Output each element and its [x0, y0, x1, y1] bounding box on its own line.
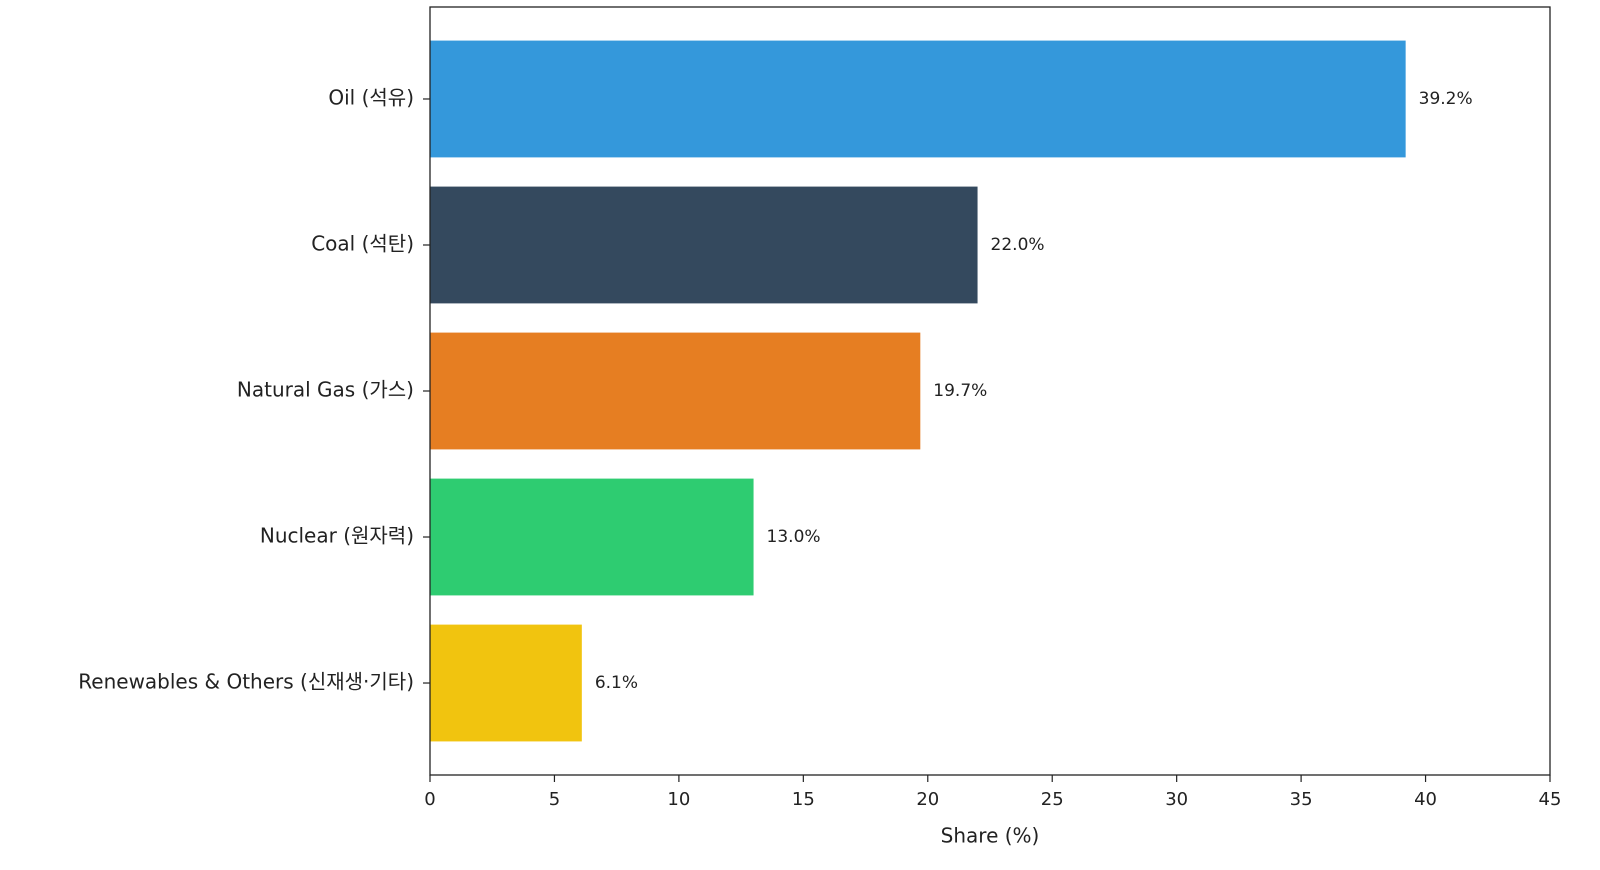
plot-frame	[429, 6, 1551, 776]
value-label: 39.2%	[1419, 89, 1473, 109]
y-tick-label: Coal (석탄)	[311, 231, 414, 255]
value-label: 22.0%	[991, 235, 1045, 255]
x-tick-label: 40	[1414, 789, 1437, 810]
bar	[430, 478, 754, 596]
value-label: 19.7%	[933, 381, 987, 401]
y-tick-label: Oil (석유)	[328, 85, 414, 109]
bar	[430, 186, 978, 304]
y-tick-label: Renewables & Others (신재생·기타)	[78, 670, 414, 694]
value-label: 6.1%	[595, 673, 638, 693]
y-tick-label: Natural Gas (가스)	[237, 378, 414, 402]
x-tick-label: 15	[792, 789, 815, 810]
x-tick-label: 20	[916, 789, 939, 810]
bar	[430, 40, 1406, 158]
x-tick-label: 10	[667, 789, 690, 810]
value-label: 13.0%	[767, 527, 821, 547]
x-tick-label: 35	[1290, 789, 1313, 810]
y-tick-label: Nuclear (원자력)	[260, 524, 414, 548]
x-tick-label: 0	[424, 789, 435, 810]
x-tick-label: 25	[1041, 789, 1064, 810]
x-tick-label: 30	[1165, 789, 1188, 810]
x-tick-label: 45	[1539, 789, 1562, 810]
bar	[430, 332, 921, 450]
x-tick-label: 5	[549, 789, 560, 810]
x-axis-label: Share (%)	[941, 824, 1040, 848]
bar	[430, 624, 582, 742]
